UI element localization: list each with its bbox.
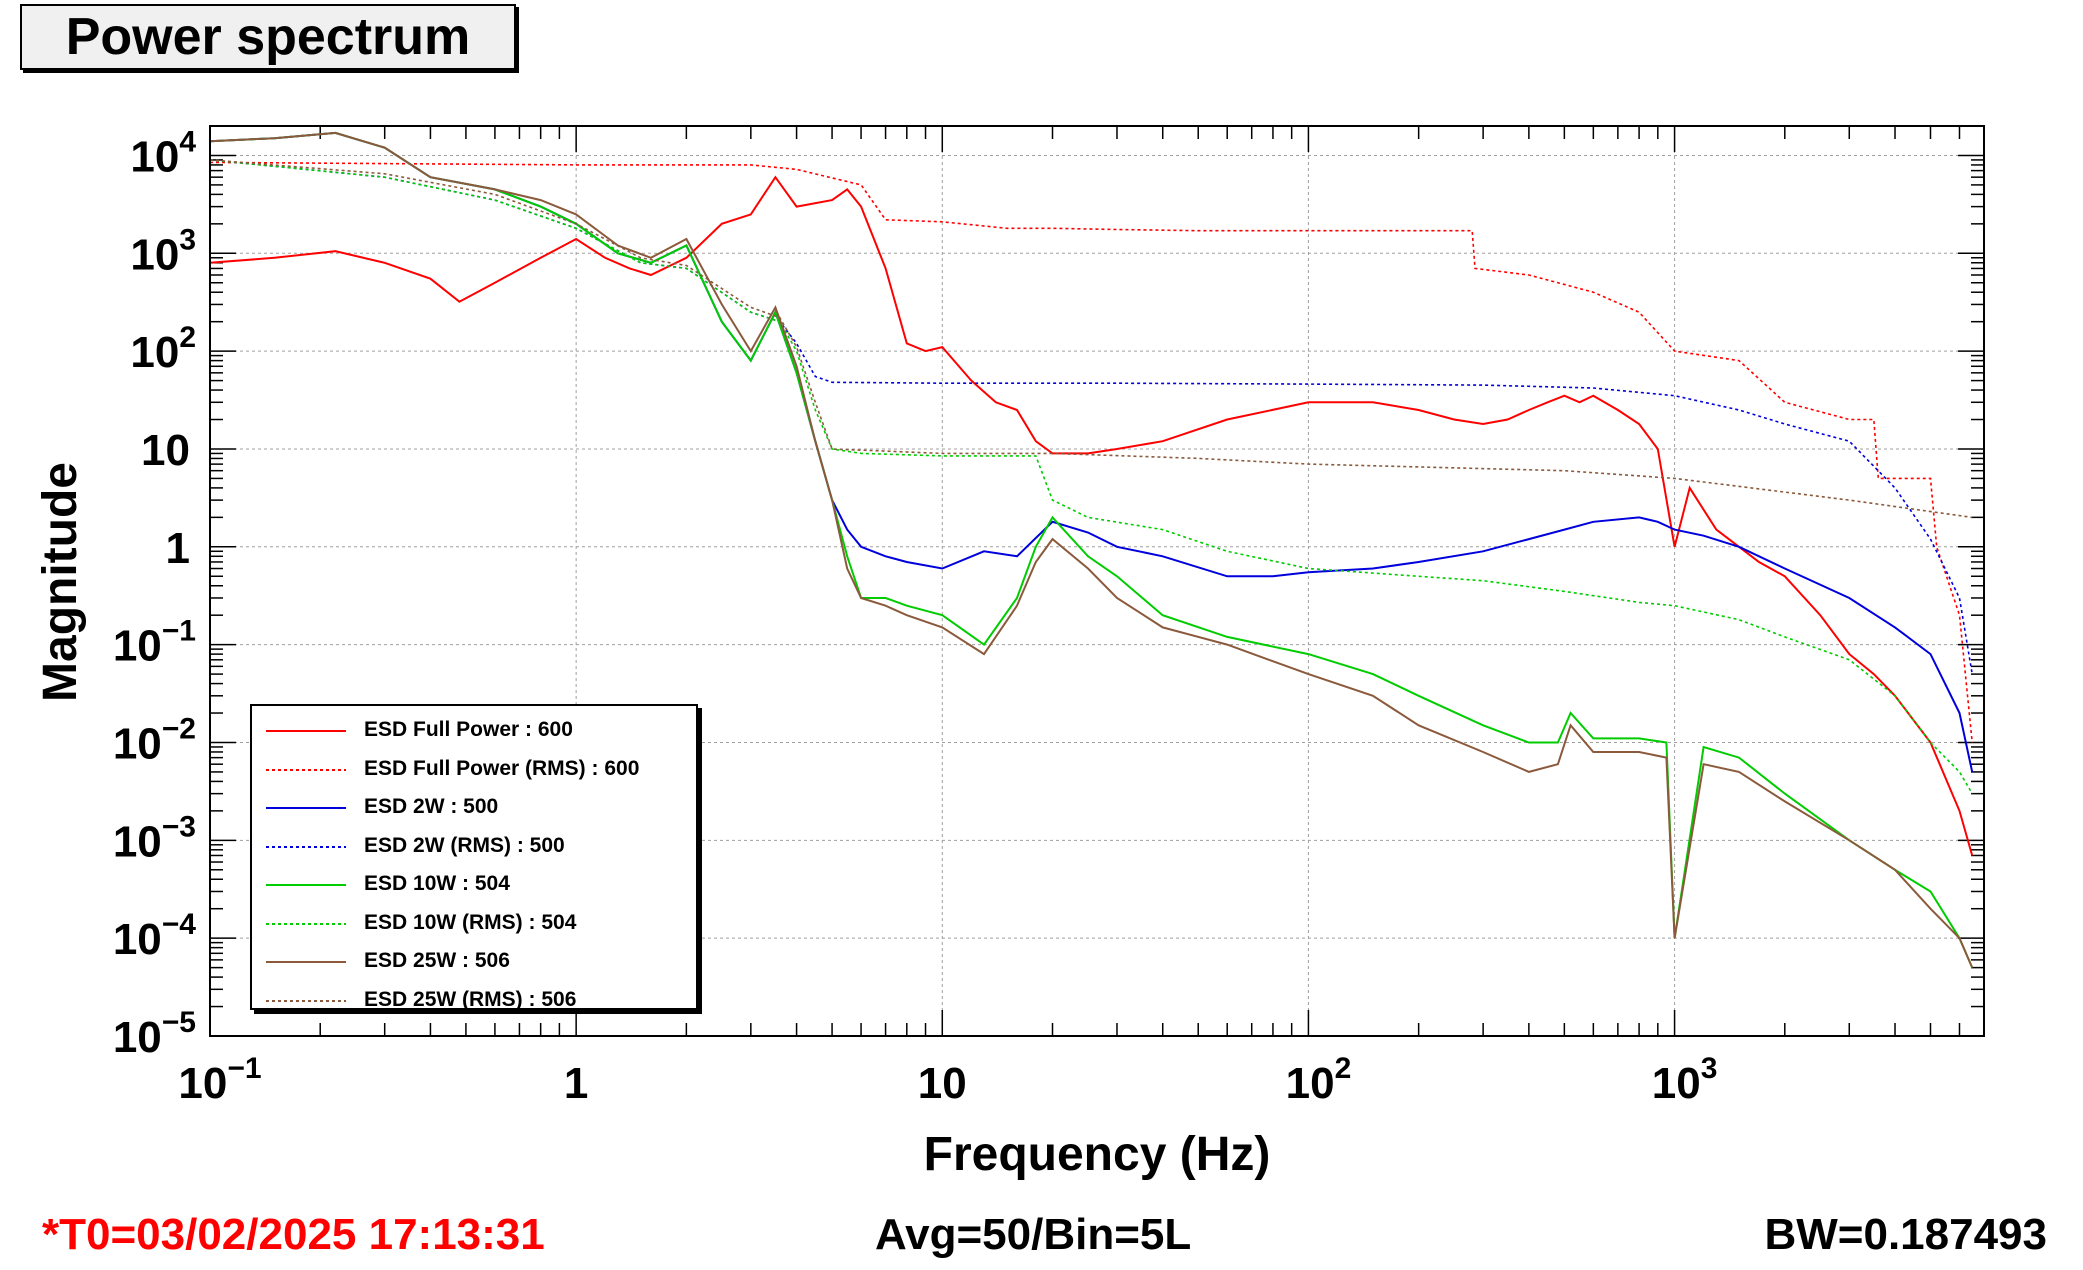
x-axis-label: Frequency (Hz)	[924, 1128, 1271, 1181]
tick-labels: 10−1 1 10 102 10310410310210110−110−210−310−…	[113, 125, 1718, 1108]
axis-ticks	[209, 125, 1985, 1037]
legend-entry: ESD 2W (RMS) : 500	[252, 828, 696, 866]
series-line-1	[210, 161, 1973, 743]
footer-t0-timestamp: *T0=03/02/2025 17:13:31	[42, 1210, 545, 1259]
legend-swatch	[266, 999, 346, 1002]
legend-label: ESD 2W : 500	[364, 795, 499, 818]
y-tick-label: 104	[130, 125, 196, 181]
legend-entry: ESD Full Power : 600	[252, 712, 696, 750]
legend-swatch	[266, 807, 346, 809]
y-tick-label: 1	[166, 524, 190, 573]
y-tick-label: 103	[130, 223, 196, 279]
legend-entry: ESD 25W : 506	[252, 943, 696, 981]
legend-label: ESD 10W (RMS) : 504	[364, 910, 577, 934]
legend-label: ESD 2W (RMS) : 500	[364, 833, 565, 857]
legend-swatch	[266, 768, 346, 771]
legend-swatch	[266, 845, 346, 848]
legend-swatch	[266, 922, 346, 925]
y-tick-label: 102	[130, 321, 196, 377]
y-axis-label: Magnitude	[34, 462, 87, 702]
legend-entry: ESD Full Power (RMS) : 600	[252, 751, 696, 789]
legend-label: ESD Full Power : 600	[364, 718, 573, 741]
y-tick-label: 10−5	[113, 1006, 196, 1062]
legend-swatch	[266, 884, 346, 886]
legend-label: ESD 25W : 506	[364, 949, 510, 972]
x-tick-label: 1	[564, 1059, 588, 1108]
series-layer	[210, 131, 1974, 968]
legend-entry: ESD 10W : 504	[252, 866, 696, 904]
legend-entry: ESD 10W (RMS) : 504	[252, 905, 696, 943]
legend-label: ESD 25W (RMS) : 506	[364, 987, 577, 1011]
series-line-5	[210, 159, 1973, 795]
legend-swatch	[266, 730, 346, 732]
y-tick-label: 10−1	[113, 615, 196, 671]
legend: ESD Full Power : 600 ESD Full Power (RMS)…	[250, 704, 698, 1011]
legend-label: ESD Full Power (RMS) : 600	[364, 756, 640, 780]
x-tick-label: 10	[918, 1059, 967, 1108]
y-tick-label: 10−4	[113, 908, 196, 964]
legend-swatch	[266, 961, 346, 963]
series-line-0	[210, 175, 1974, 856]
series-line-3	[210, 159, 1973, 675]
y-tick-label: 10−2	[113, 712, 196, 768]
legend-entry: ESD 2W : 500	[252, 789, 696, 827]
y-tick-label: 10	[141, 426, 190, 475]
footer-averaging: Avg=50/Bin=5L	[875, 1210, 1192, 1259]
legend-entry: ESD 25W (RMS) : 506	[252, 982, 696, 1020]
y-tick-label: 10−3	[113, 810, 196, 866]
x-tick-label: 103	[1652, 1052, 1718, 1108]
legend-label: ESD 10W : 504	[364, 872, 510, 895]
x-tick-label: 102	[1286, 1052, 1352, 1108]
series-line-7	[210, 159, 1973, 519]
chart-title: Power spectrum	[20, 4, 516, 70]
footer-bandwidth: BW=0.187493	[1764, 1210, 2047, 1259]
x-tick-label: 10−1	[178, 1052, 261, 1108]
plot-border	[209, 125, 1985, 1037]
